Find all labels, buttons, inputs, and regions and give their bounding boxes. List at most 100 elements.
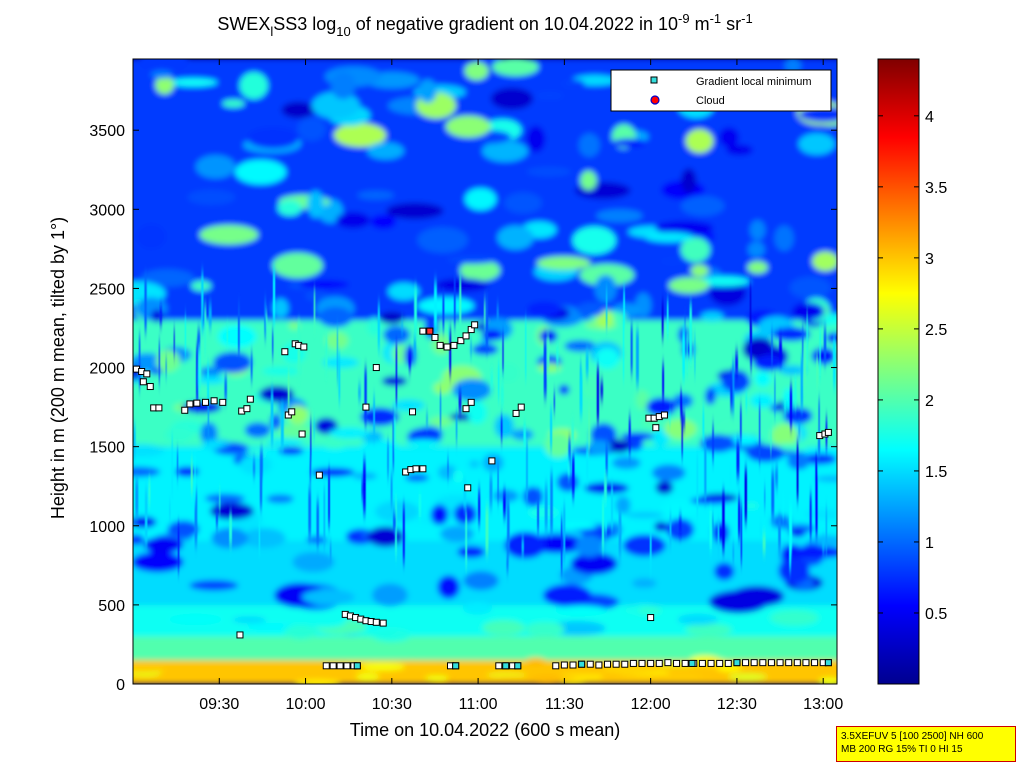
heat-streak [297,323,301,377]
heat-streak [196,345,199,403]
gradient-minimum-point [750,659,758,667]
heat-cell [528,506,558,519]
heat-streak [159,308,163,324]
heat-cell [655,480,674,495]
heat-streak [563,505,566,562]
heat-cell [712,522,729,544]
heat-streak [401,321,404,332]
heat-cell [802,453,837,465]
heat-streak [414,288,417,335]
heat-cell [462,602,493,615]
y-axis-label: Height in m (200 m mean, tilted by 1°) [48,217,68,519]
heat-cell [374,500,420,523]
heat-streak [823,328,827,362]
gradient-minimum-point-cyan [688,659,696,667]
gradient-minimum-point [698,659,706,667]
heat-streak [789,504,793,554]
heat-streak [818,399,820,457]
heat-cell [133,665,169,673]
heat-cell [435,278,489,292]
heat-cell [544,433,572,458]
heat-cell [559,672,604,678]
heat-cell [558,384,570,395]
heat-cell [486,672,527,678]
heat-cell [490,87,534,110]
gradient-minimum-point [652,424,660,432]
gradient-minimum-point [343,662,351,670]
heat-cell [535,91,564,100]
heat-cell [386,202,444,220]
heat-streak [709,510,713,549]
y-axis: 0 500 1000 1500 2000 2500 3000 3500 [89,123,837,694]
heat-streak [722,492,725,550]
gradient-minimum-point [298,430,306,438]
heat-streak [744,469,748,522]
heat-streak [750,319,753,368]
heat-cell [469,460,480,469]
x-tick-label: 10:30 [372,696,412,713]
heat-cell [749,219,766,241]
heat-cell [417,226,468,254]
heat-streak [190,459,193,493]
heat-cell [261,366,300,376]
heat-cell [272,252,323,279]
heat-streak [833,338,836,387]
heat-cell [288,321,300,330]
heat-cell [522,486,544,507]
heat-streak [550,474,553,533]
heat-cell [209,502,254,520]
heat-cell [366,317,383,336]
heat-streak [439,392,442,430]
gradient-minimum-point [322,662,330,670]
heat-streak [819,327,821,376]
heat-cell [812,251,837,272]
heat-cell [405,439,442,447]
heat-streak [490,371,494,389]
heat-streak [771,472,775,518]
heat-streak [586,447,589,481]
x-axis-label: Time on 10.04.2022 (600 s mean) [350,720,621,740]
heat-streak [194,490,198,545]
heat-streak [329,545,332,557]
heat-streak [736,442,740,477]
heat-cell [575,534,604,557]
heat-streak [605,444,608,475]
heat-cell [266,494,294,504]
heat-cell [492,59,539,77]
heat-cell [405,473,429,482]
heat-cell [570,552,618,575]
heat-streak [442,292,445,330]
heat-streak [681,408,683,456]
heat-cell [769,609,819,626]
heat-streak [686,333,688,373]
heat-cell [418,79,437,103]
y-tick-label: 1500 [89,440,125,457]
heat-cell [727,434,761,445]
heat-cell [292,551,335,573]
heat-streak [208,304,212,327]
x-tick-label: 12:00 [631,696,671,713]
heat-cell [718,127,739,148]
heat-cell [556,472,579,492]
heat-streak [418,493,422,517]
heat-cell [284,624,318,640]
gradient-minimum-point [409,408,417,416]
heat-streak [506,499,510,510]
heat-streak [696,455,699,514]
colorbar-tick-label: 0.5 [925,606,947,623]
heat-layer [133,636,837,661]
heat-streak [483,300,486,325]
colorbar [877,58,920,685]
gradient-minimum-point [300,343,308,351]
heat-cell [459,259,501,282]
heat-streak [738,498,741,538]
gradient-minimum-point [612,660,620,668]
heat-cell [133,552,184,573]
heat-cell [655,220,714,235]
heat-streak [363,478,366,495]
gradient-minimum-point [664,659,672,667]
heat-cell [359,439,401,461]
heat-streak [176,450,179,478]
heat-cell [367,142,405,160]
gradient-minimum-point [512,409,520,417]
